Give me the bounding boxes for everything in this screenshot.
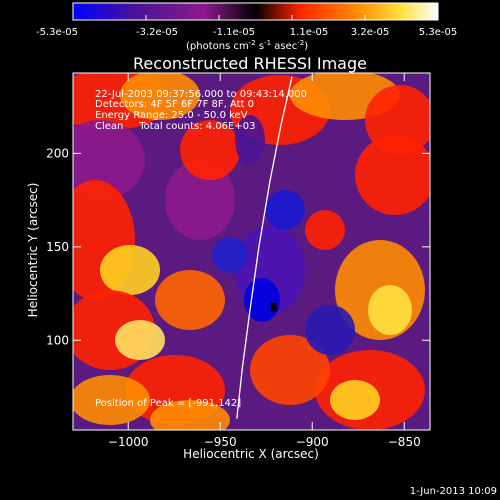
x-axis-tick-labels: −1000 −950 −900 −850	[108, 435, 421, 449]
peak-marker	[270, 302, 277, 312]
heatmap-blob	[355, 135, 430, 215]
colorbar-ticks	[72, 15, 439, 20]
colorbar-tick-label: 5.3e-05	[419, 27, 457, 38]
footer-date: 1-Jun-2013 10:09	[410, 486, 497, 497]
heatmap-blob	[212, 237, 248, 273]
heatmap	[73, 73, 430, 430]
heatmap-blob	[250, 335, 330, 405]
heatmap-blob	[368, 285, 412, 335]
colorbar	[72, 2, 439, 21]
heatmap-blob	[150, 400, 230, 430]
heatmap-blob	[155, 270, 225, 330]
annotation-time-range: 22-Jul-2003 09:37:56.000 to 09:43:14.000	[95, 89, 307, 100]
x-axis-label: Heliocentric X (arcsec)	[183, 447, 319, 461]
heatmap-blob	[235, 115, 265, 165]
heatmap-blob	[305, 305, 355, 355]
heatmap-blob	[115, 320, 165, 360]
colorbar-unit-label: (photons cm-2 s-1 asec-2)	[186, 39, 308, 52]
heatmap-blob	[73, 375, 150, 425]
annotation-energy-range: Energy Range: 25.0 - 50.0 keV	[95, 110, 248, 121]
heatmap-blob	[165, 160, 235, 240]
colorbar-tick-label: 3.2e-05	[351, 27, 389, 38]
solar-limb-curve	[236, 76, 293, 419]
colorbar-tick-label: -3.2e-05	[136, 27, 178, 38]
heatmap-blob	[120, 73, 200, 120]
y-axis-tick-label: 100	[46, 333, 69, 347]
x-axis-tick-label: −1000	[108, 435, 149, 449]
colorbar-tick-labels: -5.3e-05 -3.2e-05 -1.1e-05 1.1e-05 3.2e-…	[36, 27, 457, 38]
y-axis-tick-labels: 100 150 200	[46, 146, 69, 347]
x-axis-tick-label: −900	[296, 435, 329, 449]
y-axis-label: Heliocentric Y (arcsec)	[26, 183, 40, 318]
annotation-method-counts: Clean Total counts: 4.06E+03	[95, 121, 255, 132]
heatmap-blob	[305, 210, 345, 250]
annotation-peak-position: Position of Peak = [-991,142]	[95, 398, 241, 409]
y-axis-tick-label: 150	[46, 240, 69, 254]
x-axis-ticks	[127, 73, 405, 430]
plot-frame	[72, 72, 431, 431]
colorbar-tick-label: -5.3e-05	[36, 27, 78, 38]
heatmap-blob	[73, 120, 145, 200]
x-axis-tick-label: −850	[388, 435, 421, 449]
x-axis-tick-label: −950	[204, 435, 237, 449]
colorbar-tick-label: 1.1e-05	[290, 27, 328, 38]
heatmap-blob	[265, 190, 305, 230]
annotations: 22-Jul-2003 09:37:56.000 to 09:43:14.000…	[95, 89, 307, 409]
chart-title: Reconstructed RHESSI Image	[133, 54, 367, 73]
heatmap-blob	[100, 245, 160, 295]
colorbar-tick-label: -1.1e-05	[213, 27, 255, 38]
y-axis-ticks	[73, 152, 430, 341]
y-axis-tick-label: 200	[46, 146, 69, 160]
heatmap-blob	[330, 380, 380, 420]
annotation-detectors: Detectors: 4F 5F 6F 7F 8F, Att 0	[95, 99, 254, 110]
heatmap-blob	[180, 120, 240, 180]
